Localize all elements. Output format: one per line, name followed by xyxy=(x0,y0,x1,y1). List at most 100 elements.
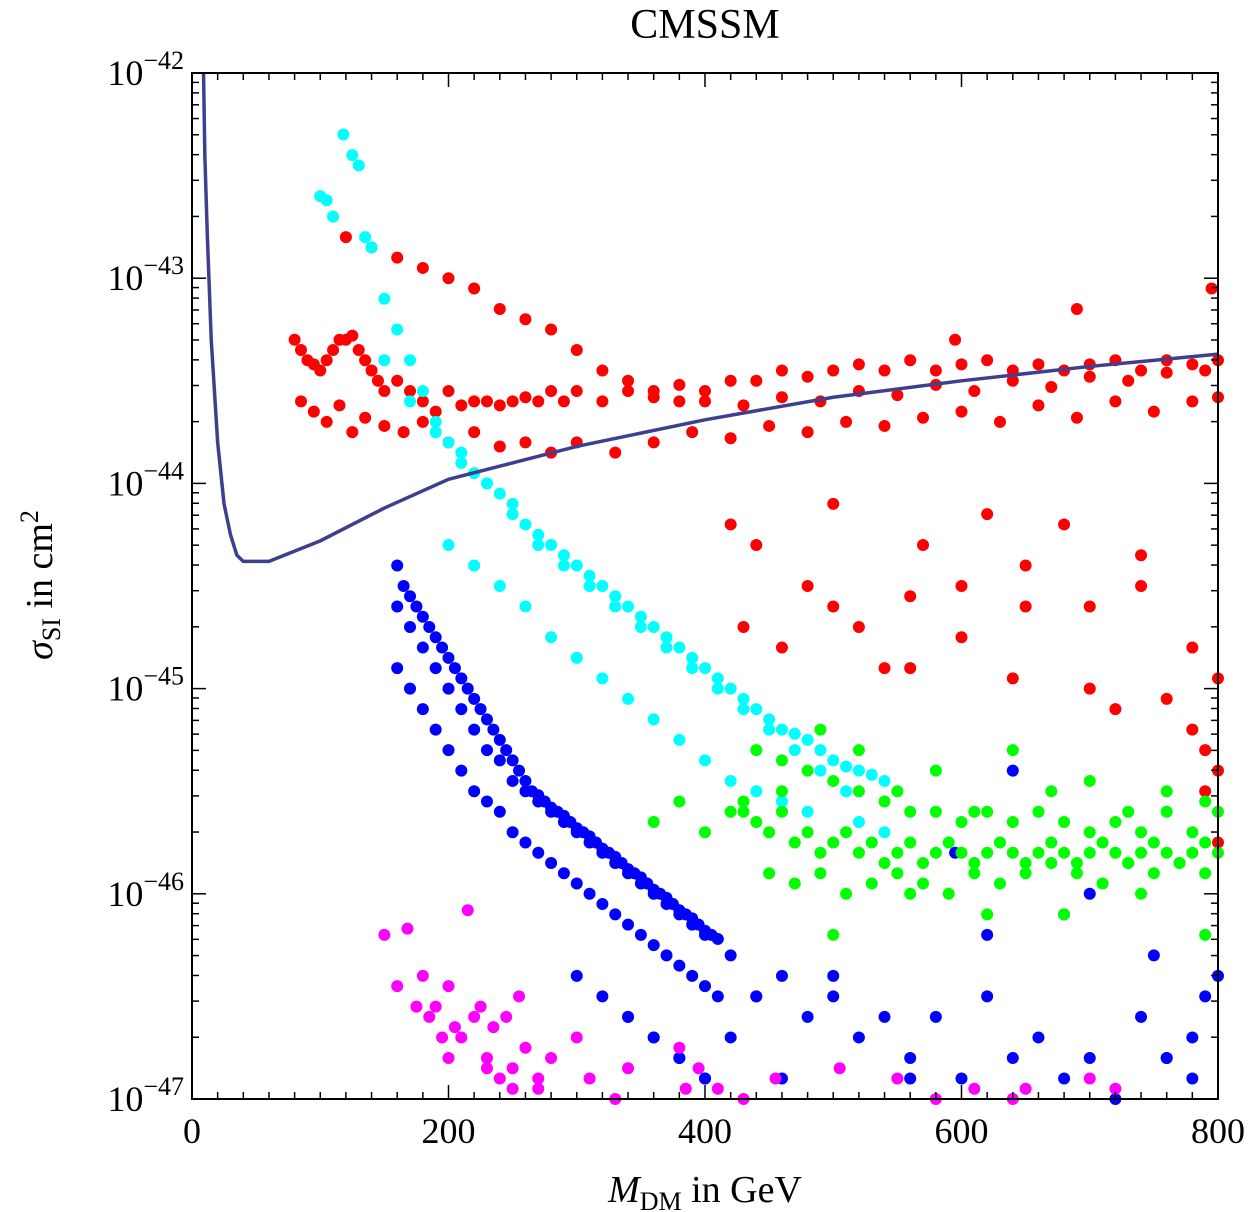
green-point xyxy=(878,857,891,870)
green-point xyxy=(1135,887,1148,900)
red-point xyxy=(955,580,968,592)
cyan-point xyxy=(622,600,635,613)
red-point xyxy=(801,370,814,383)
cyan-point xyxy=(378,292,391,305)
green-point xyxy=(1122,857,1135,870)
cyan-point xyxy=(699,754,711,767)
cyan-point xyxy=(609,590,622,603)
red-point xyxy=(1109,703,1122,716)
green-point xyxy=(814,846,827,859)
green-point xyxy=(750,815,763,828)
green-point xyxy=(1019,867,1032,880)
x-tick-label: 600 xyxy=(935,1111,989,1151)
red-point xyxy=(917,538,930,551)
cyan-point xyxy=(686,651,699,664)
blue-point xyxy=(404,590,417,603)
blue-point xyxy=(1147,949,1160,962)
green-point xyxy=(929,805,942,818)
red-point xyxy=(314,364,327,377)
blue-point xyxy=(904,1051,917,1064)
green-point xyxy=(968,805,981,818)
red-point xyxy=(596,364,609,377)
green-point xyxy=(865,836,878,849)
green-point xyxy=(1160,805,1173,818)
blue-point xyxy=(493,805,506,818)
x-axis-label-suffix: in GeV xyxy=(682,1169,803,1211)
green-point xyxy=(1083,846,1096,859)
cyan-point xyxy=(647,621,660,634)
red-point xyxy=(647,436,660,449)
red-point xyxy=(955,405,968,418)
magenta-point xyxy=(1019,1082,1032,1095)
blue-point xyxy=(468,723,481,736)
chart-title: CMSSM xyxy=(630,2,779,48)
magenta-point xyxy=(436,1031,449,1044)
red-point xyxy=(609,446,622,459)
magenta-point xyxy=(429,1000,442,1013)
red-point xyxy=(724,432,737,445)
cyan-point xyxy=(827,754,840,767)
red-point xyxy=(801,426,814,439)
green-point xyxy=(1083,774,1096,787)
green-point xyxy=(775,754,788,767)
green-point xyxy=(814,867,827,880)
cyan-point xyxy=(519,600,532,613)
green-point xyxy=(968,857,981,870)
cyan-point xyxy=(660,641,673,654)
magenta-point xyxy=(692,1062,705,1075)
cyan-point xyxy=(699,662,711,675)
x-axis-label: MDM in GeV xyxy=(607,1169,802,1212)
green-point xyxy=(801,764,814,777)
red-point xyxy=(519,313,532,326)
red-point xyxy=(993,415,1006,428)
cyan-point xyxy=(442,436,455,449)
blue-point xyxy=(513,764,526,777)
x-tick-label: 200 xyxy=(422,1111,476,1151)
magenta-point xyxy=(480,1051,493,1064)
cyan-point xyxy=(801,733,814,746)
red-point xyxy=(904,590,917,603)
x-axis-label-symbol: M xyxy=(607,1169,642,1211)
red-point xyxy=(673,378,686,391)
blue-point xyxy=(686,969,699,982)
cyan-point xyxy=(506,497,519,510)
magenta-point xyxy=(378,928,391,941)
magenta-point xyxy=(532,1082,545,1095)
green-point xyxy=(1199,795,1212,808)
blue-point xyxy=(391,559,404,572)
magenta-point xyxy=(513,990,526,1003)
red-point xyxy=(852,621,865,634)
red-point xyxy=(493,440,506,453)
magenta-point xyxy=(468,1010,481,1023)
cyan-point xyxy=(346,149,359,162)
red-point xyxy=(622,385,635,398)
blue-point xyxy=(750,990,763,1003)
exclusion-limit-curve xyxy=(201,72,1219,564)
cyan-point xyxy=(455,456,468,469)
blue-point xyxy=(775,969,788,982)
blue-point xyxy=(455,672,468,685)
magenta-point xyxy=(442,1051,455,1064)
blue-point xyxy=(468,692,481,705)
cyan-point xyxy=(622,692,635,705)
series-red-points xyxy=(288,231,1224,849)
red-point xyxy=(397,426,410,439)
cyan-point xyxy=(493,487,506,500)
magenta-point xyxy=(1109,1082,1122,1095)
blue-point xyxy=(1160,1051,1173,1064)
blue-point xyxy=(423,621,436,634)
blue-point xyxy=(1058,1072,1071,1085)
green-point xyxy=(699,826,711,839)
cyan-point xyxy=(814,744,827,757)
red-point xyxy=(1199,364,1212,377)
red-point xyxy=(416,415,429,428)
blue-point xyxy=(429,631,442,644)
magenta-point xyxy=(519,1041,532,1054)
blue-point xyxy=(448,662,461,675)
red-point xyxy=(320,354,333,367)
cyan-point xyxy=(596,580,609,592)
blue-point xyxy=(699,1072,711,1085)
cyan-point xyxy=(429,426,442,439)
red-point xyxy=(1160,692,1173,705)
magenta-point xyxy=(570,1031,583,1044)
